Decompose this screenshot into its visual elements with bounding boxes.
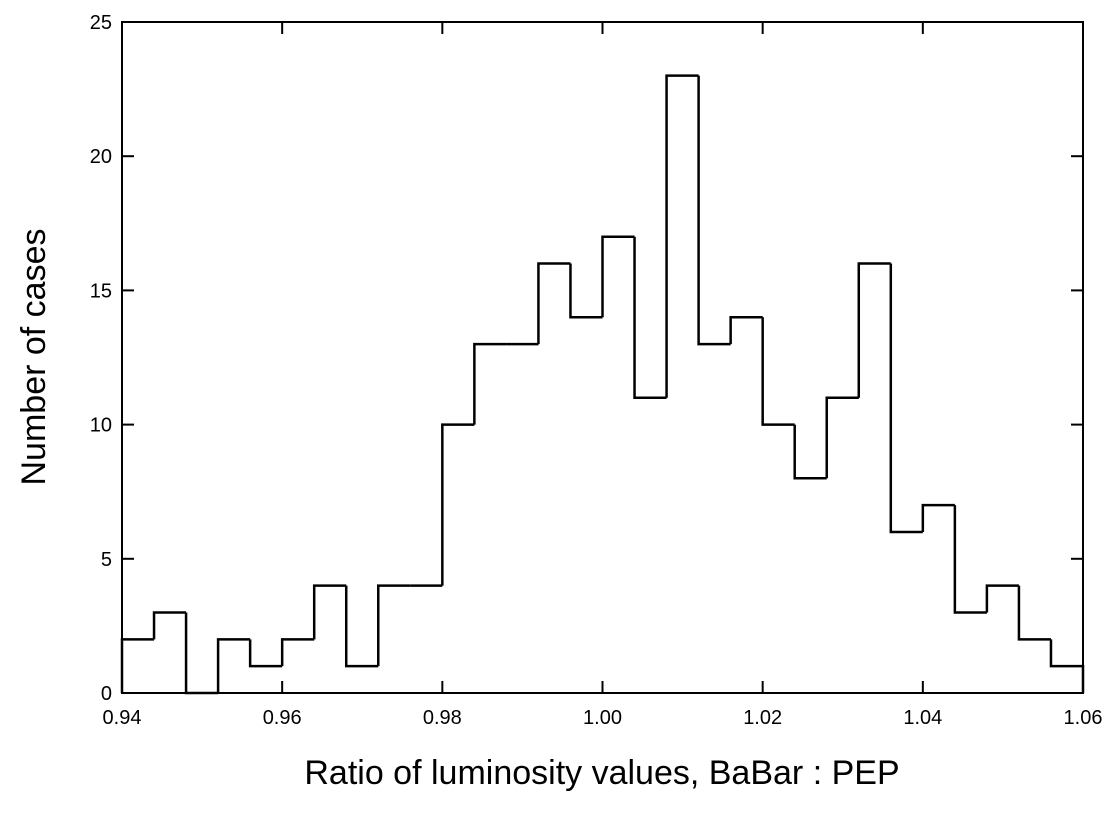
histogram-bin — [793, 424, 827, 480]
histogram-bin — [120, 638, 155, 693]
y-tick-label: 5 — [101, 549, 112, 571]
histogram-bin — [280, 638, 315, 667]
histogram-bin — [152, 611, 187, 640]
x-tick-label: 1.04 — [903, 707, 942, 729]
histogram-bin — [665, 74, 699, 398]
histogram-bin — [697, 75, 731, 346]
histogram-bin — [857, 262, 891, 398]
histogram-bin — [985, 584, 1019, 613]
histogram-bin — [633, 236, 667, 400]
histogram-bin — [441, 423, 475, 586]
histogram-bin — [184, 612, 219, 695]
plot-frame — [121, 21, 1084, 694]
histogram-bin — [729, 315, 763, 345]
histogram-bin — [216, 638, 251, 693]
x-tick-label: 0.98 — [423, 707, 462, 729]
histogram-bin — [953, 505, 987, 614]
histogram-bin — [248, 639, 283, 668]
histogram-bin — [761, 317, 795, 426]
histogram-bin — [377, 584, 411, 667]
histogram-bin — [601, 235, 635, 318]
x-tick-label: 1.06 — [1064, 707, 1103, 729]
histogram-bin — [1049, 639, 1085, 693]
histogram-bin — [889, 263, 923, 534]
histogram-bin — [569, 263, 603, 319]
y-tick-label: 20 — [90, 146, 112, 168]
histogram-bin — [473, 342, 507, 425]
histogram-bin — [312, 584, 347, 640]
y-tick-label: 10 — [90, 415, 112, 437]
x-tick-label: 1.02 — [743, 707, 782, 729]
y-tick-label: 0 — [101, 683, 112, 705]
y-tick-label: 15 — [90, 280, 112, 302]
histogram-bin — [825, 396, 859, 479]
histogram-bin — [1017, 585, 1051, 641]
histogram-bin — [344, 585, 379, 668]
y-tick-label: 25 — [90, 12, 112, 34]
x-axis-title: Ratio of luminosity values, BaBar : PEP — [304, 754, 899, 792]
x-tick-label: 0.94 — [103, 707, 142, 729]
y-axis-title: Number of cases — [15, 229, 53, 486]
histogram-bin — [537, 262, 571, 345]
x-tick-label: 0.96 — [263, 707, 302, 729]
histogram-bin — [921, 503, 955, 532]
x-tick-label: 1.00 — [583, 707, 622, 729]
